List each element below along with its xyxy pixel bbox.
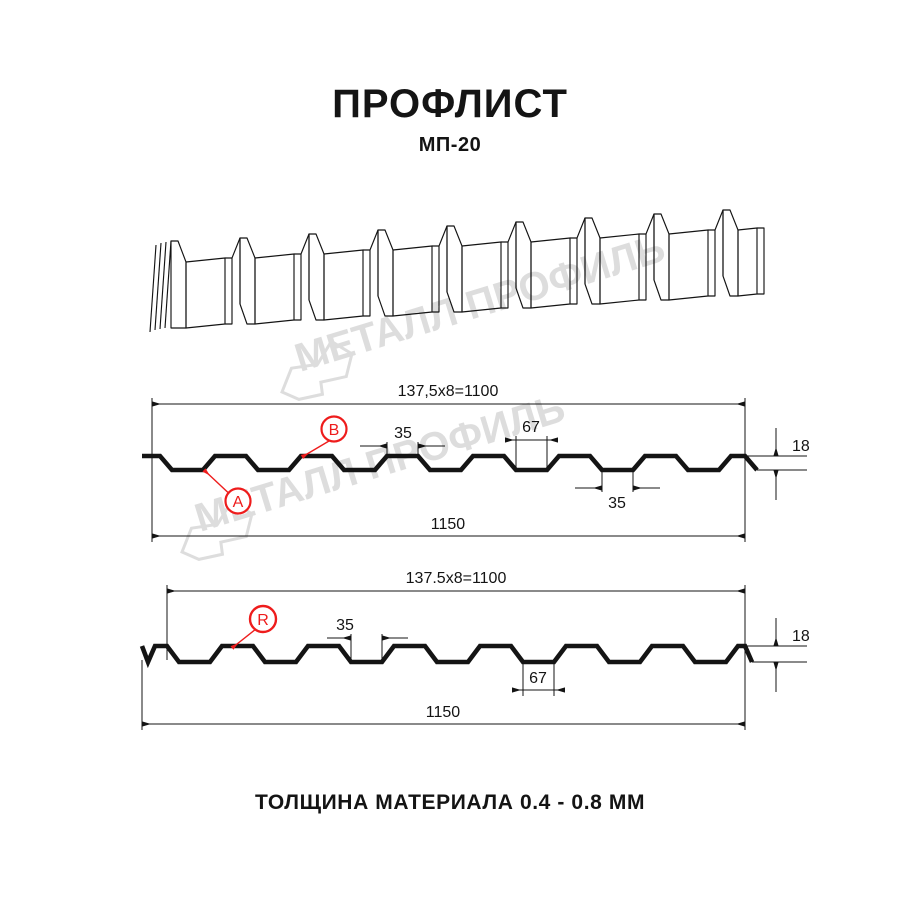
profile-waveform-bottom	[139, 643, 755, 669]
dim-rib-top-width-lower	[575, 468, 660, 492]
dim-label-67-top: 67	[522, 419, 540, 436]
dim-label-pitch-total-bottom: 137.5x8=1100	[406, 570, 507, 587]
dim-label-overall-width-bottom: 1150	[426, 704, 461, 721]
marker-r: R	[230, 604, 278, 650]
dim-label-pitch-total-top: 137,5x8=1100	[398, 383, 499, 400]
model-subtitle: МП-20	[418, 134, 482, 156]
dim-rib-top-width-bottom	[327, 634, 408, 664]
dim-label-35-upper-top: 35	[394, 425, 412, 442]
watermark-text: МЕТАЛЛ ПРОФИЛЬ	[290, 226, 670, 380]
dim-label-67-bottom: 67	[529, 670, 547, 687]
watermark-2: МЕТАЛЛ ПРОФИЛЬ	[180, 386, 570, 561]
dim-height-top	[745, 428, 807, 500]
dim-valley-width-bottom	[512, 662, 565, 696]
dim-label-35-lower-top: 35	[608, 495, 626, 512]
marker-a-label: A	[233, 494, 244, 511]
dim-height-bottom	[745, 618, 807, 692]
marker-r-label: R	[257, 612, 269, 629]
dim-label-35-bottom: 35	[336, 617, 354, 634]
dim-rib-top-width-upper	[360, 442, 445, 458]
profile-sheet-isometric	[149, 209, 765, 333]
marker-b-label: B	[329, 422, 340, 439]
dim-label-18-bottom: 18	[792, 628, 810, 645]
dim-overall-width-top	[151, 470, 746, 542]
page-title: ПРОФЛИСТ	[332, 82, 568, 126]
profile-waveform-top	[142, 453, 759, 473]
cross-section-bottom: 137.5x8=1100 1150 35	[139, 570, 810, 730]
cross-section-top: 137,5x8=1100 1150 35	[142, 383, 810, 542]
marker-b: B	[300, 415, 348, 459]
dim-overall-width-bottom	[141, 660, 746, 730]
material-thickness-note: ТОЛЩИНА МАТЕРИАЛА 0.4 - 0.8 ММ	[254, 791, 646, 814]
dim-label-18-top: 18	[792, 438, 810, 455]
dim-label-overall-width-top: 1150	[431, 516, 466, 533]
marker-a: A	[202, 468, 252, 515]
dim-valley-width-top	[505, 436, 558, 470]
